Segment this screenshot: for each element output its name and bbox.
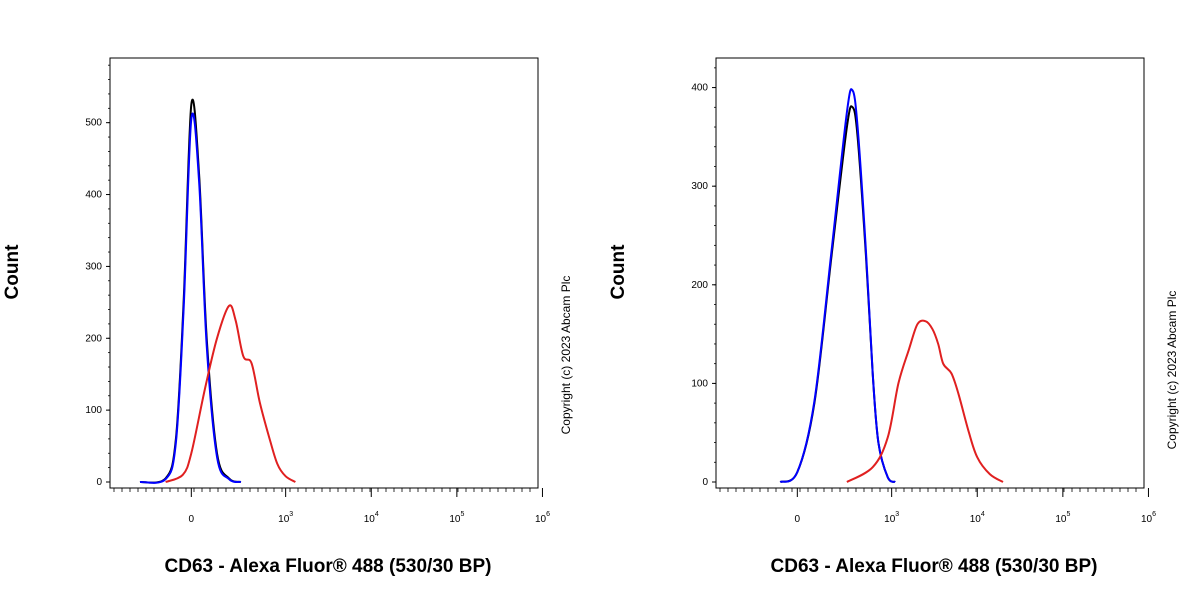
y-tick-label: 0 — [96, 477, 102, 488]
copyright-text: Copyright (c) 2023 Abcam Plc — [559, 276, 573, 435]
y-tick-label: 100 — [691, 378, 708, 389]
plot-frame — [715, 57, 1145, 489]
y-tick-label: 200 — [691, 280, 708, 291]
y-tick-label: 200 — [85, 333, 102, 344]
y-axis-title: Count — [2, 244, 23, 300]
copyright-text: Copyright (c) 2023 Abcam Plc — [1165, 291, 1179, 450]
x-tick-label: 0 — [189, 514, 195, 525]
series-line-3 — [165, 304, 296, 483]
y-tick-label: 500 — [85, 118, 102, 129]
x-tick-label: 105 — [1055, 511, 1070, 525]
chart-panel-2: 0 100 200 300 400 0 103 104 105 106 Count CD63 - Al… — [608, 57, 1179, 577]
y-axis-title: Count — [608, 244, 629, 300]
y-tick-label: 0 — [702, 477, 708, 488]
series-line-2 — [139, 112, 242, 484]
x-axis-title: CD63 - Alexa Fluor® 488 (530/30 BP) — [165, 556, 492, 577]
y-tick-label: 100 — [85, 405, 102, 416]
x-tick-label: 105 — [449, 511, 464, 525]
x-tick-label: 106 — [535, 511, 550, 525]
x-tick-label: 104 — [970, 511, 985, 525]
x-tick-label: 103 — [884, 511, 899, 525]
series-line-2 — [779, 88, 896, 483]
x-axis-title: CD63 - Alexa Fluor® 488 (530/30 BP) — [771, 556, 1098, 577]
x-tick-label: 103 — [278, 511, 293, 525]
y-tick-label: 400 — [85, 190, 102, 201]
chart-panel-1: 0 100 200 300 400 500 0 103 104 105 106 Count CD63 -… — [2, 57, 573, 577]
y-tick-label: 300 — [691, 181, 708, 192]
x-tick-label: 104 — [364, 511, 379, 525]
series-line-3 — [846, 319, 1004, 483]
x-tick-label: 106 — [1141, 511, 1156, 525]
y-tick-label: 400 — [691, 83, 708, 94]
series-line-1 — [139, 98, 242, 484]
series-line-1 — [779, 105, 896, 483]
plot-frame — [109, 57, 539, 489]
y-tick-label: 300 — [85, 261, 102, 272]
x-tick-label: 0 — [795, 514, 801, 525]
